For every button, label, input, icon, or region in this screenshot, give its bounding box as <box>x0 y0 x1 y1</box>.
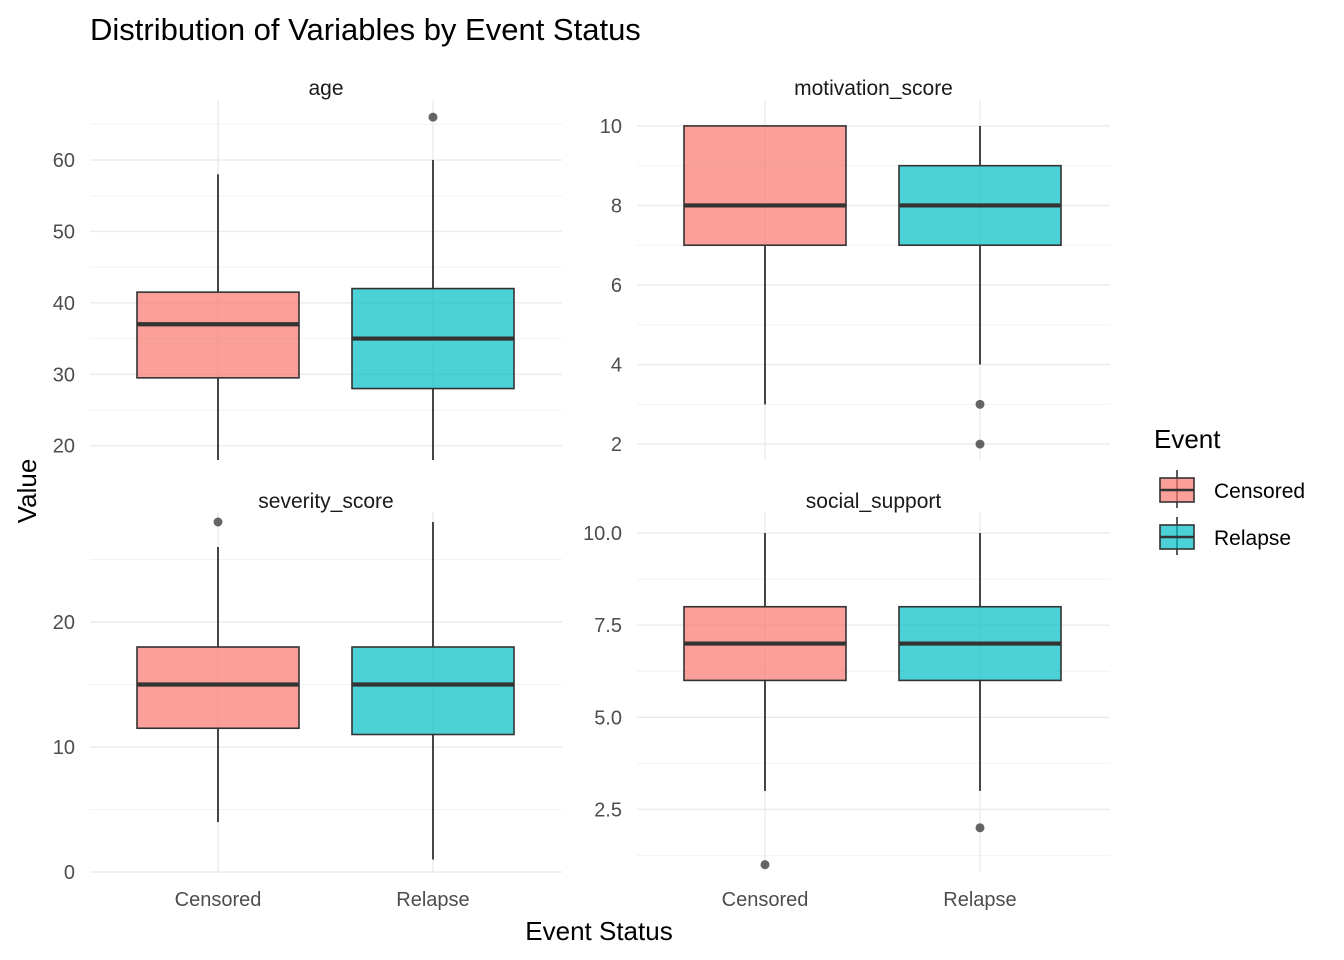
legend-label: Censored <box>1214 480 1305 503</box>
legend-item-relapse: Relapse <box>1159 517 1291 555</box>
box-relapse <box>351 112 515 460</box>
box-censored <box>683 533 847 870</box>
y-tick-label: 7.5 <box>594 615 622 637</box>
legend-label: Relapse <box>1214 527 1291 550</box>
y-tick-label: 10 <box>600 116 622 138</box>
y-tick-label: 5.0 <box>594 707 622 729</box>
x-axis-title: Event Status <box>525 916 672 946</box>
y-tick-label: 4 <box>611 355 622 377</box>
y-tick-label: 6 <box>611 275 622 297</box>
facet-panel-social-support: social_support 2.5 5.0 7.5 10.0 Censored Relap… <box>583 490 1110 911</box>
outlier-point <box>760 860 770 870</box>
x-tick-label: Censored <box>175 889 262 911</box>
chart-title: Distribution of Variables by Event Statu… <box>90 12 641 47</box>
box-censored <box>683 125 847 405</box>
y-tick-label: 20 <box>53 612 75 634</box>
facet-panels: age2030405060motivation_score246810sever… <box>53 77 1110 911</box>
outlier-point <box>975 439 985 449</box>
box-iqr-rect <box>136 646 300 730</box>
y-axis-title: Value <box>12 459 42 524</box>
facet-panel-motivation-score: motivation_score 2 4 6 8 10 <box>600 77 1110 460</box>
box-relapse <box>898 533 1062 833</box>
y-tick-label: 2 <box>611 434 622 456</box>
box-iqr-rect <box>351 646 515 736</box>
x-tick-label: Relapse <box>943 889 1016 911</box>
box-censored <box>136 174 300 460</box>
facet-strip-label: motivation_score <box>794 77 953 100</box>
x-tick-label: Censored <box>722 889 809 911</box>
outlier-point <box>428 112 438 122</box>
y-tick-label: 2.5 <box>594 799 622 821</box>
box-relapse <box>351 522 515 860</box>
y-tick-label: 8 <box>611 195 622 217</box>
outlier-point <box>975 399 985 409</box>
facet-strip-label: age <box>308 77 343 100</box>
y-tick-label: 30 <box>53 364 75 386</box>
y-tick-label: 60 <box>53 150 75 172</box>
legend: Event Censored Relapse <box>1154 424 1305 555</box>
box-iqr-rect <box>683 125 847 247</box>
outlier-point <box>213 517 223 527</box>
box-iqr-rect <box>136 291 300 379</box>
y-tick-label: 50 <box>53 221 75 243</box>
y-tick-label: 40 <box>53 293 75 315</box>
y-tick-label: 10.0 <box>583 523 622 545</box>
legend-title: Event <box>1154 424 1221 454</box>
y-tick-label: 0 <box>64 862 75 884</box>
y-tick-label: 20 <box>53 436 75 458</box>
y-tick-label: 10 <box>53 737 75 759</box>
legend-item-censored: Censored <box>1159 470 1305 508</box>
x-tick-label: Relapse <box>396 889 469 911</box>
box-censored <box>136 517 300 822</box>
box-relapse <box>898 125 1062 449</box>
facet-strip-label: severity_score <box>258 490 393 513</box>
outlier-point <box>975 823 985 833</box>
facet-strip-label: social_support <box>806 490 942 513</box>
facet-panel-age: age 20 30 40 50 60 <box>53 77 562 460</box>
facet-panel-severity-score: severity_score 0 10 20 Censored Relapse <box>53 490 562 911</box>
